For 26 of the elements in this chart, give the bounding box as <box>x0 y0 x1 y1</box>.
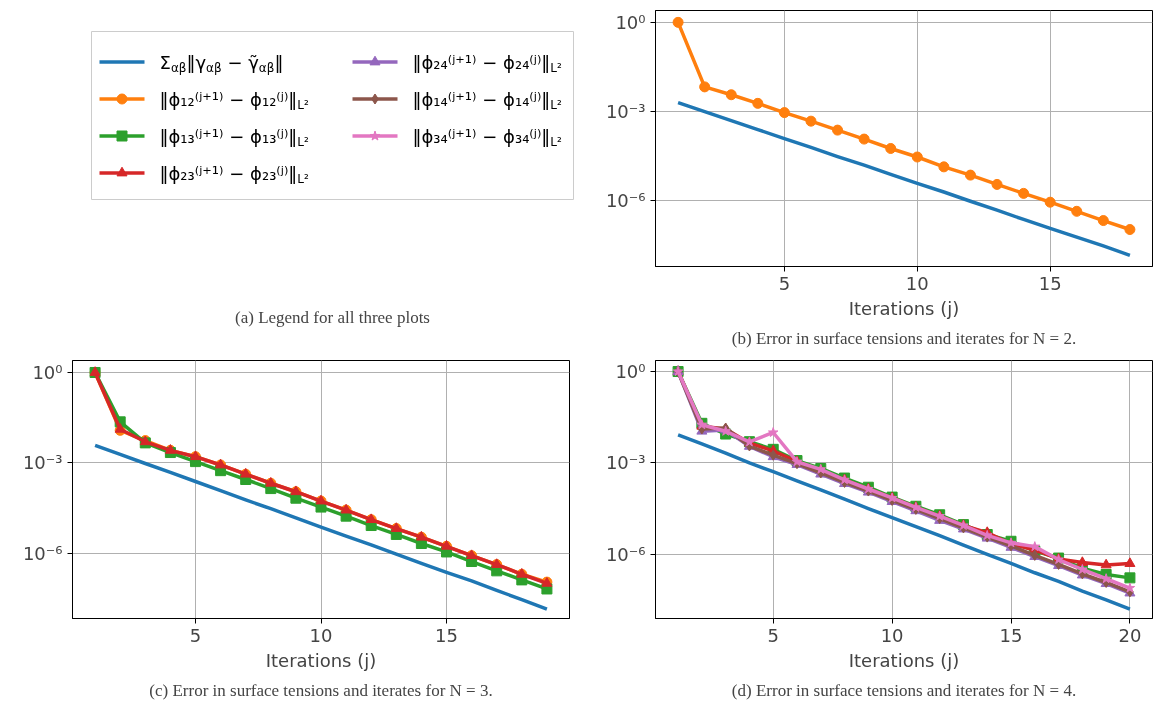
x-tick-label: 15 <box>435 624 458 646</box>
y-tick-label: 10⁻⁶ <box>605 543 646 565</box>
text: (b) Error in surface tensions and iterates for N = 2. <box>731 328 1077 348</box>
x-tick-label: 10 <box>309 624 333 646</box>
y-tick-label: 10⁻³ <box>605 452 646 474</box>
x-tick-label: 5 <box>778 272 791 294</box>
x-axis-title: Iterations (j) <box>848 297 960 319</box>
x-axis-title: Iterations (j) <box>265 649 377 671</box>
x-tick-label: 10 <box>905 272 929 294</box>
y-tick-label: 10⁰ <box>615 361 646 383</box>
y-tick-label: 10⁰ <box>32 361 63 383</box>
y-tick-label: 10⁻³ <box>605 101 646 123</box>
text: (d) Error in surface tensions and iterates for N = 4. <box>731 680 1077 700</box>
x-tick-label: 5 <box>767 624 779 646</box>
y-tick-label: 10⁻⁶ <box>605 190 646 212</box>
y-tick-label: 10⁻⁶ <box>22 542 63 564</box>
x-tick-label: 15 <box>1038 272 1062 294</box>
x-tick-label: 15 <box>999 624 1023 646</box>
text: (a) Legend for all three plots <box>235 307 430 327</box>
x-axis-title: Iterations (j) <box>848 649 960 671</box>
x-tick-label: 5 <box>189 624 202 646</box>
x-tick-label: 10 <box>880 624 904 646</box>
y-tick-label: 10⁻³ <box>22 452 63 474</box>
y-tick-label: 10⁰ <box>615 11 646 33</box>
x-tick-label: 20 <box>1118 624 1142 646</box>
text: (c) Error in surface tensions and iterates for N = 3. <box>149 680 493 700</box>
